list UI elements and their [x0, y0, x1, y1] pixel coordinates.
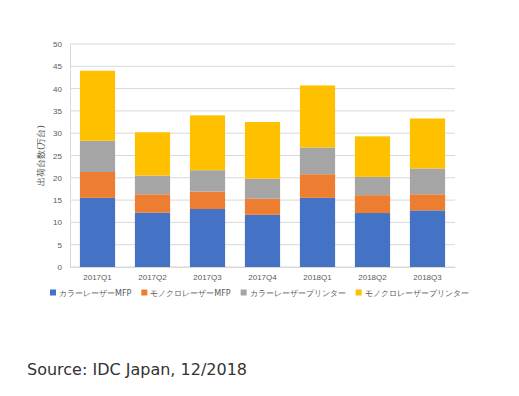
- bar: [300, 174, 335, 198]
- bar: [190, 170, 225, 191]
- legend-item: モノクロレーザーMFP: [141, 289, 231, 298]
- tick-label: 2018Q2: [358, 273, 387, 282]
- tick: 25: [53, 152, 70, 161]
- bar: [190, 209, 225, 267]
- tick: 35: [53, 107, 70, 116]
- tick: 50: [53, 40, 70, 49]
- bar: [410, 118, 445, 168]
- legend-item: カラーレーザープリンター: [241, 289, 346, 298]
- legend-label: カラーレーザーMFP: [59, 289, 132, 298]
- tick-label: 30: [53, 129, 62, 138]
- series: [80, 71, 445, 179]
- bar: [245, 215, 280, 267]
- legend-label: モノクロレーザーMFP: [150, 289, 231, 298]
- tick: 20: [53, 174, 70, 183]
- tick-label: 10: [53, 218, 62, 227]
- tick-label: 50: [53, 40, 62, 49]
- bar: [245, 199, 280, 215]
- tick-label: 0: [58, 263, 63, 272]
- tick-label: 5: [58, 241, 63, 250]
- bar: [190, 115, 225, 170]
- bar: [300, 85, 335, 147]
- bar: [300, 147, 335, 174]
- legend-swatch: [50, 290, 56, 296]
- tick: 0: [58, 263, 70, 272]
- tick-label: 35: [53, 107, 62, 116]
- tick-label: 2018Q1: [303, 273, 332, 282]
- legend-swatch: [241, 290, 247, 296]
- series: [80, 198, 445, 267]
- bar: [245, 122, 280, 179]
- grid: [70, 44, 455, 267]
- bar: [135, 132, 170, 175]
- tick-label: 2017Q1: [83, 273, 112, 282]
- tick: 30: [53, 129, 70, 138]
- legend: カラーレーザーMFP モノクロレーザーMFP カラーレーザープリンター モノクロレーザ…: [50, 289, 469, 298]
- tick: 2017Q3: [193, 267, 222, 282]
- tick: 5: [58, 241, 70, 250]
- bar: [80, 198, 115, 267]
- bar: [355, 177, 390, 195]
- tick-label: 2017Q3: [193, 273, 222, 282]
- bar: [135, 176, 170, 195]
- bar: [80, 71, 115, 141]
- tick-label: 2018Q3: [413, 273, 442, 282]
- grid-line: [70, 110, 455, 111]
- tick: 2018Q3: [413, 267, 442, 282]
- bar: [80, 172, 115, 198]
- tick: 15: [53, 196, 70, 205]
- tick: 2017Q2: [138, 267, 167, 282]
- grid-line: [70, 44, 455, 45]
- chart: 051015202530354045502017Q12017Q22017Q320…: [0, 0, 519, 396]
- tick: 40: [53, 85, 70, 94]
- bar: [135, 213, 170, 267]
- source: Source: IDC Japan, 12/2018: [27, 360, 247, 379]
- axis-line: [71, 267, 456, 268]
- bar: [410, 210, 445, 267]
- bar: [190, 192, 225, 209]
- bar: [300, 198, 335, 267]
- tick: 10: [53, 218, 70, 227]
- tick-label: 25: [53, 152, 62, 161]
- axis-line: [70, 45, 71, 268]
- legend-swatch: [141, 290, 147, 296]
- tick: 45: [53, 62, 70, 71]
- legend-item: カラーレーザーMFP: [50, 289, 132, 298]
- tick: 2017Q4: [248, 267, 277, 282]
- bar: [355, 195, 390, 213]
- bar: [355, 213, 390, 267]
- bar: [410, 168, 445, 194]
- tick-label: 45: [53, 62, 62, 71]
- bar: [135, 194, 170, 212]
- y-axis: 0 5 10 15 20 25 30 35 40 45 50: [53, 40, 70, 272]
- legend-label: モノクロレーザープリンター: [365, 289, 469, 298]
- legend-item: モノクロレーザープリンター: [356, 289, 469, 298]
- bar: [355, 136, 390, 177]
- tick: 2017Q1: [83, 267, 112, 282]
- tick: 2018Q2: [358, 267, 387, 282]
- bar: [245, 179, 280, 199]
- bar: [80, 141, 115, 172]
- y-axis-title: 出荷台数(万台): [36, 125, 46, 186]
- grid-line: [70, 66, 455, 67]
- tick-label: 15: [53, 196, 62, 205]
- tick-label: 2017Q4: [248, 273, 277, 282]
- legend-swatch: [356, 290, 362, 296]
- grid-line: [70, 88, 455, 89]
- tick: 2018Q1: [303, 267, 332, 282]
- tick-label: 2017Q2: [138, 273, 167, 282]
- tick-label: 20: [53, 174, 62, 183]
- x-axis: 2017Q1 2017Q2 2017Q3 2017Q4 2018Q1 2018Q2 2018…: [71, 267, 456, 282]
- tick-label: 40: [53, 85, 62, 94]
- legend-label: カラーレーザープリンター: [250, 289, 346, 298]
- bar: [410, 194, 445, 210]
- bars: [80, 71, 445, 267]
